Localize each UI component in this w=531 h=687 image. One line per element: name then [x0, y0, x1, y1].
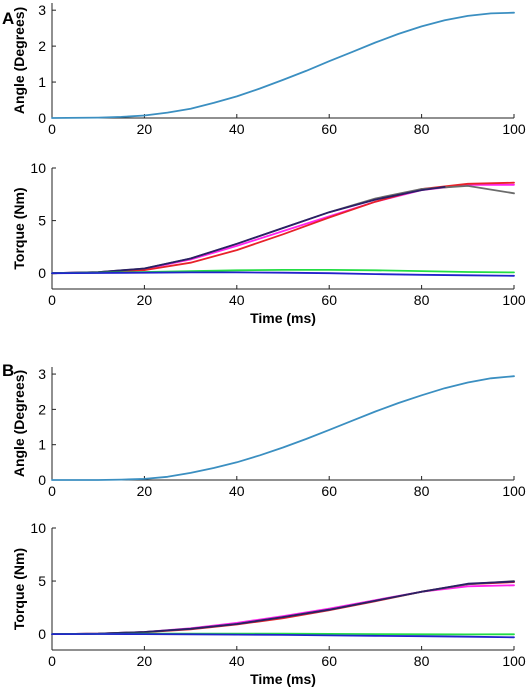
- y-tick-label: 3: [38, 2, 46, 18]
- x-tick-label: 100: [502, 292, 526, 308]
- y-tick-label: 0: [38, 626, 46, 642]
- x-tick-label: 40: [229, 483, 245, 499]
- series-line-3: [51, 580, 515, 635]
- y-tick-label: 3: [38, 366, 46, 382]
- y-tick-label: 2: [38, 38, 46, 54]
- x-tick-label: 60: [321, 292, 337, 308]
- y-tick-label: 5: [38, 573, 46, 589]
- x-axis-label: Time (ms): [250, 310, 316, 326]
- y-axis-label: Angle (Degrees): [11, 7, 27, 114]
- y-tick-label: 1: [38, 437, 46, 453]
- x-tick-label: 100: [502, 121, 526, 137]
- y-tick-label: 10: [30, 520, 46, 536]
- series-line-5: [51, 271, 515, 277]
- y-tick-label: 2: [38, 401, 46, 417]
- series-line-0: [51, 183, 515, 275]
- y-tick-label: 10: [30, 160, 46, 176]
- series-line-0: [51, 375, 515, 481]
- x-tick-label: 0: [48, 653, 56, 669]
- x-tick-label: 40: [229, 121, 245, 137]
- x-tick-label: 40: [229, 292, 245, 308]
- x-axis-label: Time (ms): [250, 671, 316, 687]
- x-tick-label: 80: [414, 483, 430, 499]
- y-axis-label: Torque (Nm): [11, 548, 27, 630]
- y-tick-label: 1: [38, 74, 46, 90]
- x-tick-label: 100: [502, 653, 526, 669]
- x-tick-label: 20: [137, 483, 153, 499]
- x-tick-label: 80: [414, 121, 430, 137]
- y-tick-label: 5: [38, 213, 46, 229]
- x-tick-label: 40: [229, 653, 245, 669]
- y-tick-label: 0: [38, 472, 46, 488]
- y-tick-label: 0: [38, 265, 46, 281]
- x-tick-label: 20: [137, 292, 153, 308]
- subplot-b-angle: 0 20 40 60 80 100 0 1 2 3 Angle (Degrees): [11, 366, 526, 499]
- x-tick-label: 0: [48, 292, 56, 308]
- series-line-2: [51, 184, 515, 275]
- x-tick-label: 0: [48, 121, 56, 137]
- x-tick-label: 20: [137, 121, 153, 137]
- panel-letter-b: B: [2, 361, 14, 380]
- panel-letter-a: A: [2, 9, 14, 28]
- series-line-3: [51, 185, 446, 275]
- y-tick-label: 0: [38, 110, 46, 126]
- x-tick-label: 80: [414, 653, 430, 669]
- x-tick-label: 100: [502, 483, 526, 499]
- x-tick-label: 80: [414, 292, 430, 308]
- y-axis-label: Angle (Degrees): [11, 370, 27, 477]
- y-axis-label: Torque (Nm): [11, 187, 27, 269]
- x-tick-label: 60: [321, 483, 337, 499]
- series-line-5: [51, 633, 515, 639]
- x-tick-label: 20: [137, 653, 153, 669]
- subplot-a-angle: 0 20 40 60 80 100 0 1 2 3 Angle (Degrees): [11, 2, 526, 137]
- x-tick-label: 0: [48, 483, 56, 499]
- series-line-0: [51, 11, 515, 119]
- x-tick-label: 60: [321, 653, 337, 669]
- x-tick-label: 60: [321, 121, 337, 137]
- series-line-0: [51, 584, 515, 635]
